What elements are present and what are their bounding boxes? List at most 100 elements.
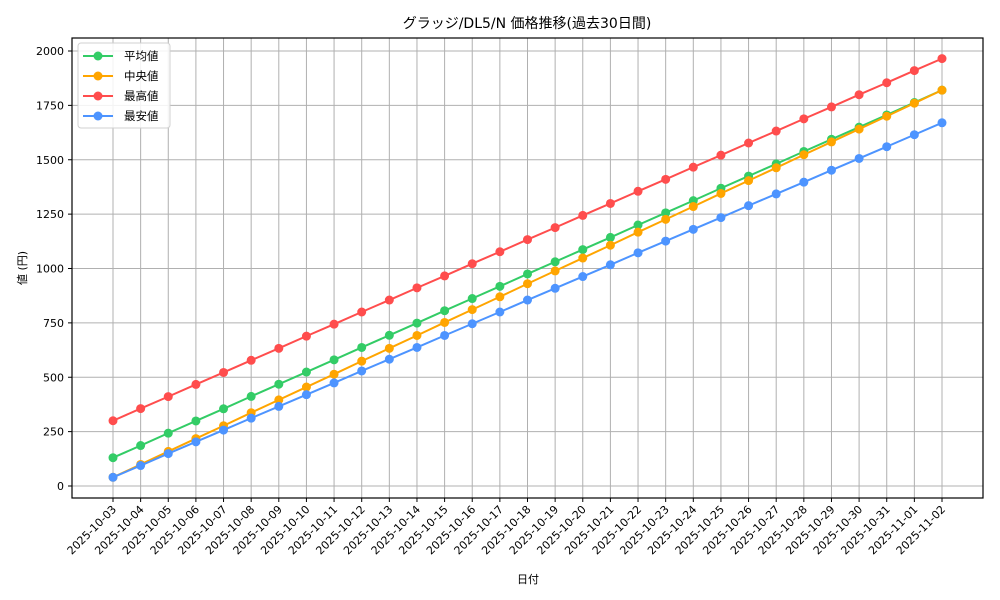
data-point bbox=[578, 245, 588, 255]
data-point bbox=[246, 355, 256, 365]
legend-label: 最高値 bbox=[124, 89, 159, 103]
data-point bbox=[688, 202, 698, 212]
data-point bbox=[854, 153, 864, 163]
data-point bbox=[688, 162, 698, 172]
data-point bbox=[163, 449, 173, 459]
data-point bbox=[937, 118, 947, 128]
data-point bbox=[550, 266, 560, 276]
data-point bbox=[384, 330, 394, 340]
data-point bbox=[550, 283, 560, 293]
y-tick-label: 750 bbox=[43, 317, 64, 330]
data-point bbox=[384, 354, 394, 364]
y-axis-label: 値 (円) bbox=[16, 251, 29, 285]
y-axis-ticks: 0 250 500 750 1000 1250 1500 1750 2000 bbox=[36, 45, 72, 493]
data-point bbox=[523, 235, 532, 245]
data-point bbox=[329, 355, 339, 365]
data-point bbox=[440, 330, 450, 340]
legend-label: 中央値 bbox=[124, 69, 159, 83]
data-point bbox=[909, 66, 919, 76]
x-axis-label: 日付 bbox=[517, 573, 539, 586]
data-point bbox=[716, 213, 726, 223]
legend-label: 最安値 bbox=[124, 109, 159, 123]
data-point bbox=[108, 416, 118, 426]
data-point bbox=[495, 281, 505, 291]
data-point bbox=[633, 186, 643, 196]
data-point bbox=[136, 441, 146, 451]
data-point bbox=[357, 307, 367, 317]
data-point bbox=[384, 343, 394, 353]
data-point bbox=[357, 342, 367, 352]
data-point bbox=[744, 201, 754, 211]
data-point bbox=[274, 343, 284, 353]
data-point bbox=[826, 165, 836, 175]
y-tick-label: 1250 bbox=[36, 208, 64, 221]
data-point bbox=[937, 85, 947, 95]
data-point bbox=[633, 227, 643, 237]
y-tick-label: 0 bbox=[57, 480, 64, 493]
y-tick-label: 250 bbox=[43, 426, 64, 439]
data-point bbox=[274, 379, 284, 389]
data-point bbox=[550, 223, 560, 233]
data-point bbox=[467, 294, 477, 304]
legend-marker bbox=[93, 111, 103, 121]
data-point bbox=[412, 283, 422, 293]
data-point bbox=[136, 404, 146, 414]
data-point bbox=[191, 437, 201, 447]
data-point bbox=[136, 461, 146, 471]
grid-lines bbox=[72, 38, 983, 498]
data-point bbox=[799, 177, 809, 187]
data-point bbox=[219, 367, 229, 377]
data-point bbox=[357, 366, 367, 376]
data-point bbox=[688, 224, 698, 234]
data-point bbox=[854, 124, 864, 134]
data-point bbox=[826, 137, 836, 147]
data-point bbox=[633, 248, 643, 258]
data-point bbox=[854, 90, 864, 100]
chart-title: グラッジ/DL5/N 価格推移(過去30日間) bbox=[403, 16, 652, 32]
x-axis-ticks: 2025-10-032025-10-042025-10-052025-10-06… bbox=[65, 498, 948, 557]
data-point bbox=[523, 269, 532, 279]
data-point bbox=[826, 102, 836, 112]
data-point bbox=[661, 174, 671, 184]
data-point bbox=[550, 257, 560, 267]
data-point bbox=[633, 220, 643, 230]
data-point bbox=[219, 425, 229, 435]
data-point bbox=[412, 330, 422, 340]
legend-marker bbox=[93, 51, 103, 61]
y-tick-label: 1000 bbox=[36, 263, 64, 276]
data-point bbox=[771, 189, 781, 199]
legend-marker bbox=[93, 91, 103, 101]
data-point bbox=[246, 391, 256, 401]
data-point bbox=[578, 253, 588, 263]
data-point bbox=[467, 305, 477, 315]
data-point bbox=[578, 210, 588, 220]
data-point bbox=[440, 271, 450, 281]
data-point bbox=[219, 404, 229, 414]
y-tick-label: 2000 bbox=[36, 45, 64, 58]
data-point bbox=[605, 232, 615, 242]
data-point bbox=[744, 138, 754, 148]
data-point bbox=[467, 259, 477, 269]
data-point bbox=[357, 356, 367, 366]
legend-frame bbox=[77, 42, 171, 129]
legend-marker bbox=[93, 71, 103, 81]
data-point bbox=[716, 188, 726, 198]
data-point bbox=[495, 292, 505, 302]
data-point bbox=[661, 208, 671, 218]
data-point bbox=[799, 114, 809, 124]
data-point bbox=[909, 98, 919, 108]
data-point bbox=[605, 260, 615, 270]
data-point bbox=[882, 142, 892, 152]
series-3 bbox=[108, 118, 947, 482]
data-point bbox=[495, 307, 505, 317]
data-point bbox=[274, 395, 284, 405]
data-point bbox=[412, 318, 422, 328]
data-point bbox=[301, 390, 311, 400]
data-point bbox=[440, 317, 450, 327]
data-point bbox=[108, 453, 118, 463]
series-2 bbox=[108, 54, 947, 426]
data-point bbox=[495, 247, 505, 257]
data-point bbox=[882, 111, 892, 121]
data-point bbox=[301, 331, 311, 341]
